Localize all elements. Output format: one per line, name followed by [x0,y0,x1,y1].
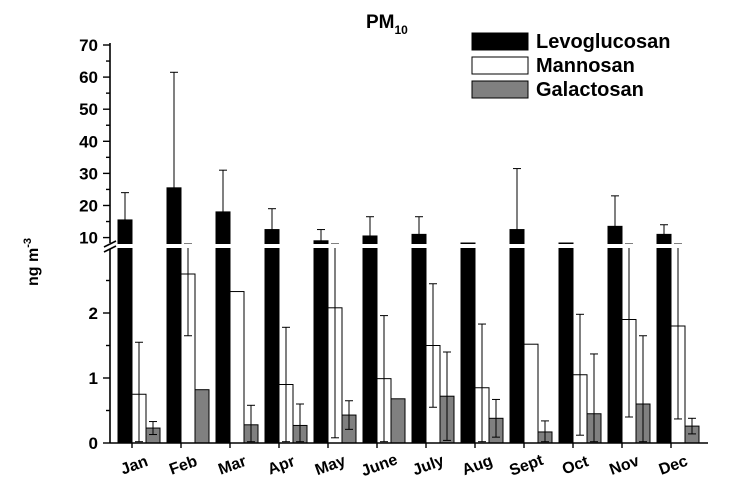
y-tick-label-0: 0 [89,434,98,453]
legend-label-levoglucosan: Levoglucosan [536,31,670,53]
y-tick-label-30: 30 [79,164,98,183]
bar-levoglucosan-feb [166,187,182,444]
x-tick-label-aug: Aug [460,452,495,479]
x-tick-label-feb: Feb [167,453,200,479]
legend-swatch-galactosan [471,80,529,99]
bar-mannosan-sept [523,343,539,444]
x-tick-label-may: May [313,452,348,479]
y-tick-label-50: 50 [79,100,98,119]
x-tick-label-oct: Oct [560,453,592,478]
x-tick-label-mar: Mar [216,453,249,479]
chart-title-subscript: 10 [395,23,409,37]
legend-swatch-mannosan [471,56,529,75]
y-axis-break-mark-lower [103,245,117,253]
x-tick-label-sept: Sept [507,452,546,480]
y-axis-label: ng m-3 [22,238,42,286]
y-tick-label-40: 40 [79,132,98,151]
y-tick-label-70: 70 [79,36,98,55]
axis-break-gap [102,244,710,248]
y-tick-label-20: 20 [79,196,98,215]
bar-galactosan-feb [194,389,210,444]
legend-swatch-levoglucosan [471,32,529,51]
y-tick-label-1: 1 [89,369,98,388]
bar-levoglucosan-apr [264,229,280,444]
bar-levoglucosan-july [411,233,427,444]
bar-galactosan-june [390,398,406,444]
y-tick-label-60: 60 [79,68,98,87]
x-tick-label-june: June [359,451,400,480]
chart-title: PM10 [366,12,408,37]
y-tick-label-10: 10 [79,229,98,248]
bar-levoglucosan-oct [558,242,574,444]
bar-mannosan-mar [229,291,245,444]
x-tick-label-dec: Dec [657,453,690,479]
bar-levoglucosan-nov [607,225,623,444]
y-axis-break-mark-upper [103,240,117,248]
bar-levoglucosan-june [362,235,378,444]
x-tick-label-nov: Nov [607,453,641,479]
x-tick-label-apr: Apr [266,453,298,478]
bar-levoglucosan-jan [117,219,133,444]
y-tick-label-2: 2 [89,304,98,323]
bar-levoglucosan-dec [656,233,672,444]
y-axis-label-superscript: -3 [22,238,34,248]
bars-layer [117,71,700,444]
x-tick-label-july: July [411,452,447,479]
legend-label-galactosan: Galactosan [536,79,644,101]
bar-levoglucosan-may [313,240,329,444]
bar-levoglucosan-sept [509,229,525,444]
bar-levoglucosan-aug [460,242,476,444]
legend-label-mannosan: Mannosan [536,55,635,77]
x-tick-label-jan: Jan [119,453,151,478]
